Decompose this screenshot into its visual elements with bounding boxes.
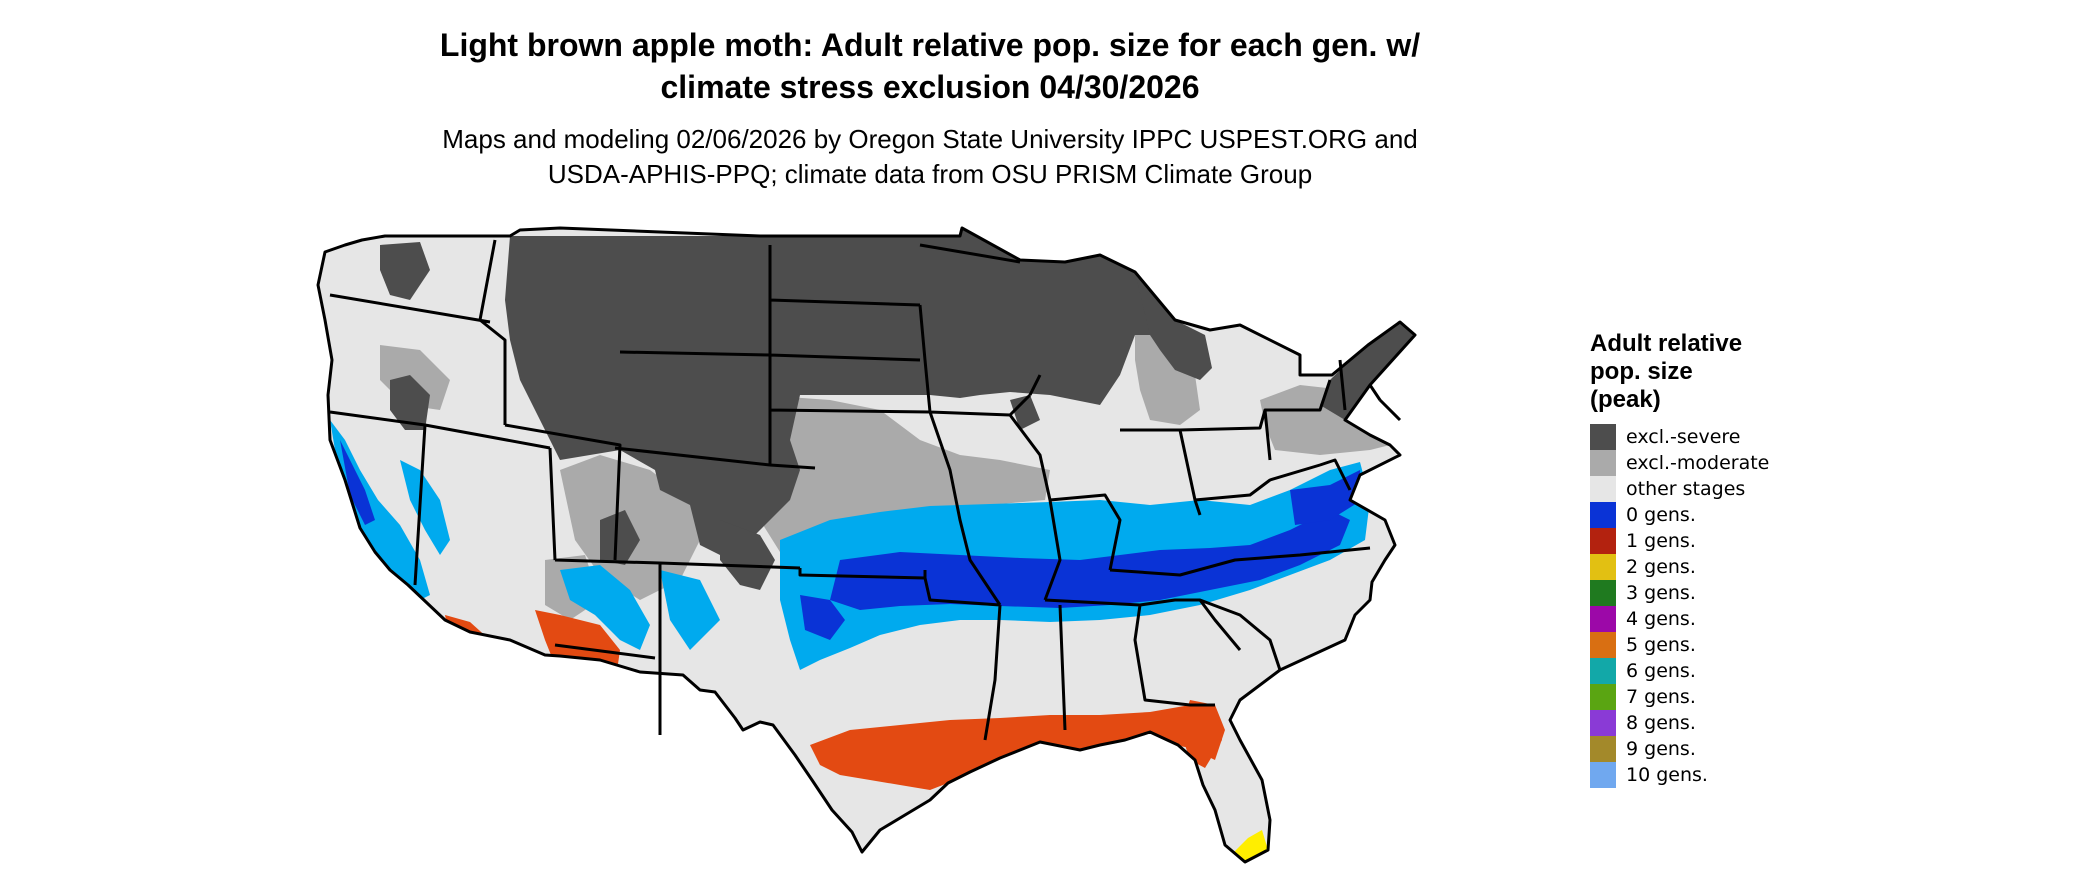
excl-severe-region — [380, 228, 1415, 590]
legend-item: other stages — [1590, 476, 1769, 502]
legend-swatch — [1590, 476, 1616, 502]
legend-label: 5 gens. — [1626, 634, 1696, 656]
legend-swatch — [1590, 554, 1616, 580]
map-title: Light brown apple moth: Adult relative p… — [420, 24, 1440, 108]
legend-title-line: Adult relative — [1590, 330, 1743, 357]
legend-item: 2 gens. — [1590, 554, 1769, 580]
legend-item: 10 gens. — [1590, 762, 1769, 788]
map-legend: Adult relative pop. size (peak) excl.-se… — [1590, 330, 1769, 788]
legend-swatch — [1590, 580, 1616, 606]
legend-label: 7 gens. — [1626, 686, 1696, 708]
legend-label: excl.-severe — [1626, 426, 1741, 448]
legend-title-line: (peak) — [1590, 386, 1661, 413]
legend-swatch — [1590, 710, 1616, 736]
legend-label: excl.-moderate — [1626, 452, 1770, 474]
legend-label: 6 gens. — [1626, 660, 1696, 682]
legend-label: 2 gens. — [1626, 556, 1696, 578]
legend-item: 3 gens. — [1590, 580, 1769, 606]
legend-label: 8 gens. — [1626, 712, 1696, 734]
legend-items: excl.-severe excl.-moderate other stages 0 … — [1590, 424, 1769, 788]
subtitle-line-1: Maps and modeling 02/06/2026 by Oregon S… — [442, 124, 1418, 154]
legend-swatch — [1590, 502, 1616, 528]
legend-swatch — [1590, 684, 1616, 710]
legend-label: 3 gens. — [1626, 582, 1696, 604]
legend-label: other stages — [1626, 478, 1746, 500]
subtitle-line-2: USDA-APHIS-PPQ; climate data from OSU PR… — [547, 159, 1313, 189]
legend-title: Adult relative pop. size (peak) — [1590, 330, 1769, 414]
legend-item: excl.-severe — [1590, 424, 1769, 450]
legend-item: 1 gens. — [1590, 528, 1769, 554]
legend-item: 0 gens. — [1590, 502, 1769, 528]
legend-swatch — [1590, 424, 1616, 450]
legend-label: 9 gens. — [1626, 738, 1696, 760]
legend-title-line: pop. size — [1590, 358, 1693, 385]
state-borders — [316, 226, 1417, 864]
legend-item: 5 gens. — [1590, 632, 1769, 658]
legend-swatch — [1590, 606, 1616, 632]
legend-label: 4 gens. — [1626, 608, 1696, 630]
legend-swatch — [1590, 528, 1616, 554]
legend-swatch — [1590, 762, 1616, 788]
legend-swatch — [1590, 658, 1616, 684]
legend-item: 7 gens. — [1590, 684, 1769, 710]
zero-gens-dark-region — [340, 440, 1362, 640]
legend-item: 6 gens. — [1590, 658, 1769, 684]
legend-swatch — [1590, 736, 1616, 762]
legend-label: 0 gens. — [1626, 504, 1696, 526]
title-line-1: Light brown apple moth: Adult relative p… — [439, 27, 1421, 63]
legend-item: 8 gens. — [1590, 710, 1769, 736]
legend-label: 10 gens. — [1626, 764, 1708, 786]
legend-swatch — [1590, 450, 1616, 476]
title-line-2: climate stress exclusion 04/30/2026 — [660, 69, 1200, 105]
legend-item: 9 gens. — [1590, 736, 1769, 762]
map-subtitle: Maps and modeling 02/06/2026 by Oregon S… — [400, 122, 1460, 192]
legend-item: 4 gens. — [1590, 606, 1769, 632]
us-map — [316, 226, 1417, 864]
legend-label: 1 gens. — [1626, 530, 1696, 552]
legend-item: excl.-moderate — [1590, 450, 1769, 476]
legend-swatch — [1590, 632, 1616, 658]
